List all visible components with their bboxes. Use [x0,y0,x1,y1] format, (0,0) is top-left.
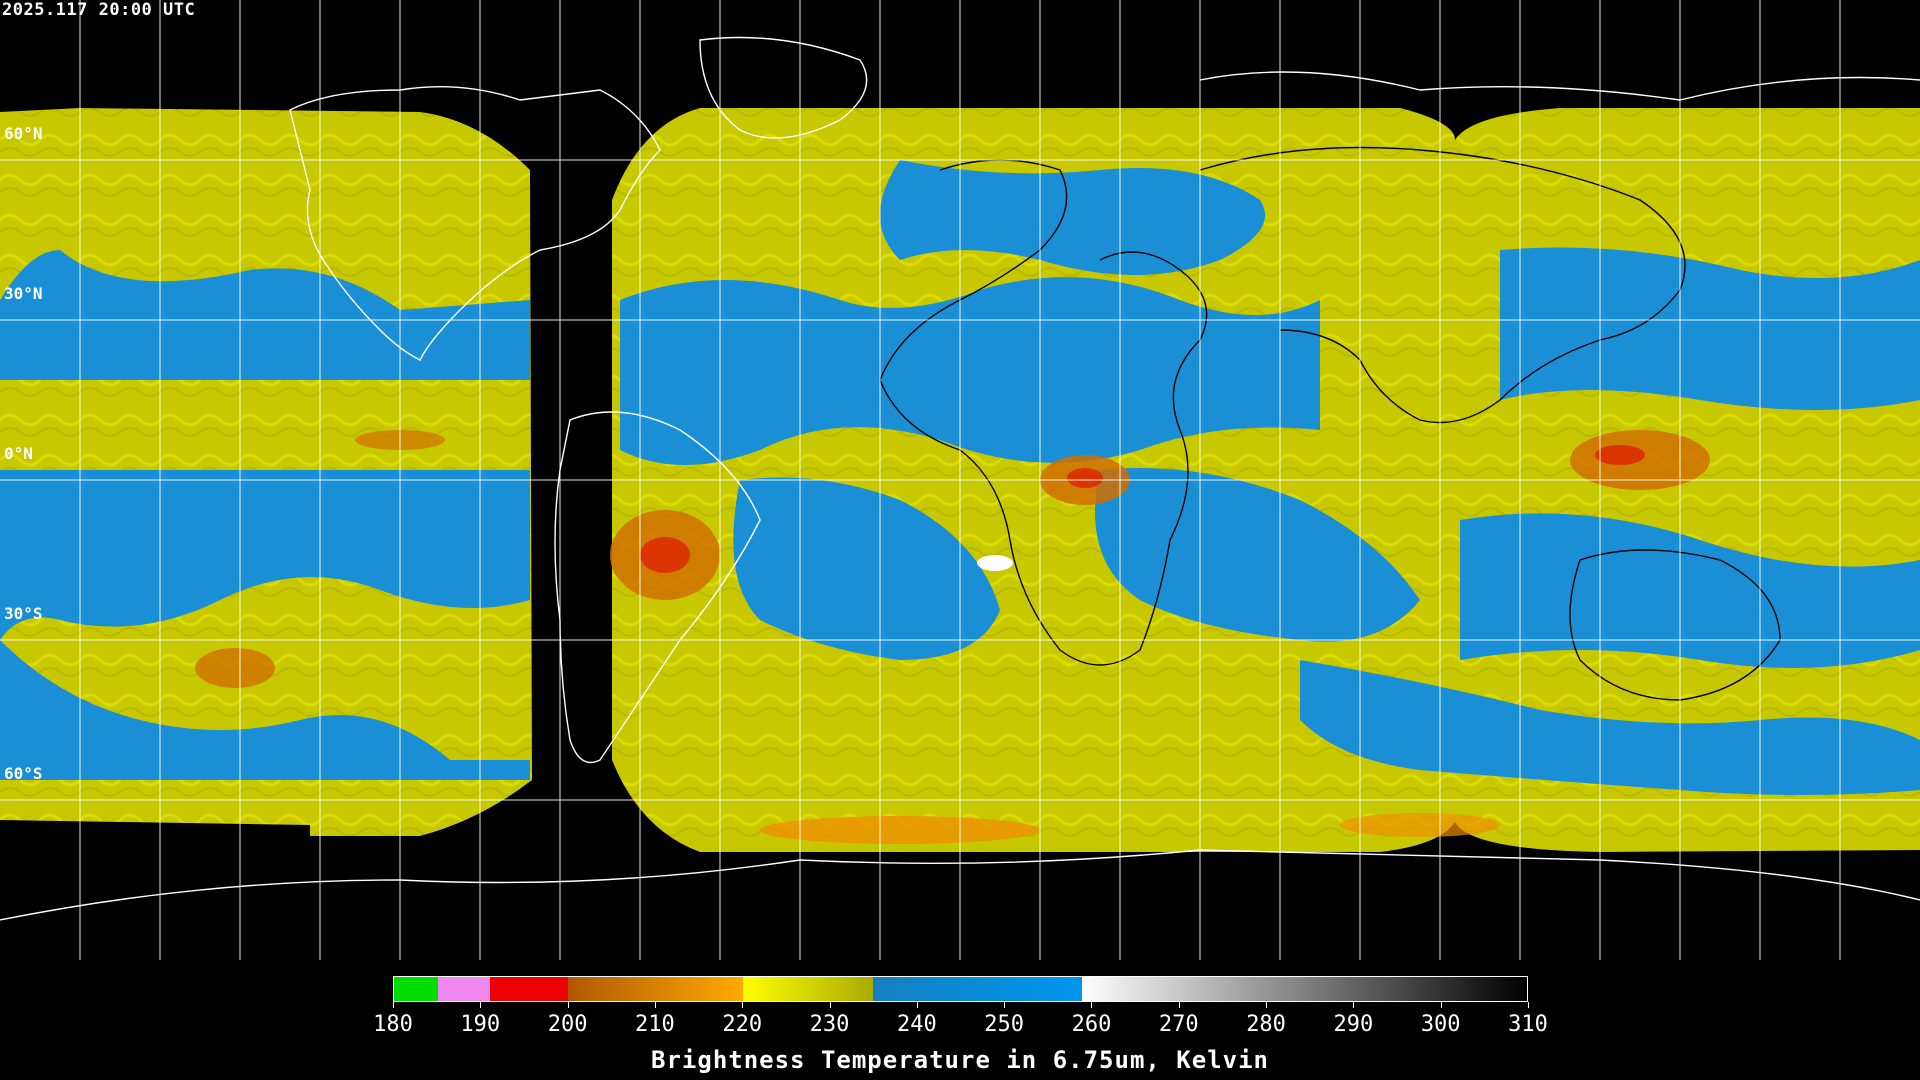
colorbar-segment-blue [873,977,1083,1001]
colorbar-tick-label: 240 [896,1012,937,1037]
dry-band-pacific-east [1500,247,1920,410]
map-canvas [0,0,1920,960]
latitude-label: 60°S [4,764,43,783]
colorbar-tick [393,1002,394,1008]
latitude-label: 0°N [4,444,33,463]
colorbar-tick-label: 250 [984,1012,1025,1037]
colorbar-segment-red [489,977,569,1001]
colorbar-tick-label: 190 [460,1012,501,1037]
colorbar-tick [1353,1002,1355,1008]
dry-band-west-north [0,250,530,380]
convection-antarctic-edge-2 [1340,813,1500,837]
coast-asia [1199,146,1686,424]
dry-band-west-tropics [0,470,530,640]
colorbar-tick [567,1002,569,1008]
colorbar-tick-label: 230 [809,1012,850,1037]
latitude-label: 30°N [4,284,43,303]
colorbar-tick-label: 270 [1158,1012,1199,1037]
colorbar-tick [916,1002,918,1008]
colorbar-segment-gray [1082,977,1527,1001]
colorbar-tick-label: 280 [1246,1012,1286,1037]
coast-europe-africa [879,159,1208,666]
dry-band-indian [1095,468,1420,642]
convection-africa-core [1067,468,1103,488]
colorbar-tick-label: 220 [722,1012,763,1037]
white-anomaly [977,555,1013,571]
colorbar-segment-yellow [742,977,874,1001]
colorbar-tick [1440,1002,1442,1008]
colorbar-tick-label: 290 [1333,1012,1374,1037]
dry-band-north-central [880,160,1265,275]
dry-band-east-south [1300,660,1920,795]
timestamp-title: 2025.117 20:00 UTC [2,0,196,20]
colorbar-tick [1528,1002,1529,1008]
colorbar-segment-green [394,977,438,1001]
coast-australia [1569,549,1781,701]
colorbar-tick [742,1002,744,1008]
dry-band-pacific-south [1460,513,1920,668]
graticule [0,0,1920,960]
colorbar-tick [654,1002,656,1008]
coast-antarctica [0,849,1920,921]
dry-band-west-south [0,640,530,780]
colorbar-tick-label: 200 [547,1012,588,1037]
colorbar-title: Brightness Temperature in 6.75um, Kelvin [651,1046,1269,1074]
convection-maritime-core [1595,445,1645,465]
colorbar-segment-orange [568,977,743,1001]
latitude-label: 60°N [4,124,43,143]
colorbar-tick [1004,1002,1006,1008]
colorbar [393,976,1528,1002]
convection-antarctic-edge [760,816,1040,844]
colorbar-tick-label: 210 [635,1012,675,1037]
colorbar-tick-label: 260 [1071,1012,1112,1037]
coast-arctic-east [1199,71,1920,101]
convection-amazon-core [640,537,690,573]
colorbar-tick [1178,1002,1180,1008]
colorbar-tick [829,1002,831,1008]
colorbar-segment-magenta [437,977,490,1001]
color-legend: 180 190 200 210 220 230 240 250 260 270 280 290 300 3… [0,960,1920,1080]
colorbar-tick [480,1002,482,1008]
colorbar-tick-label: 180 [373,1012,413,1037]
colorbar-tick [1266,1002,1268,1008]
colorbar-tick-label: 310 [1508,1012,1548,1037]
coastlines [0,36,1920,921]
convective-cells [195,430,1710,844]
colorbar-tick [1091,1002,1093,1008]
latitude-label: 30°S [4,604,43,623]
water-vapor-map: 2025.117 20:00 UTC 60°N 30°N 0°N 30°S 60°S [0,0,1920,960]
colorbar-tick-label: 300 [1420,1012,1461,1037]
dry-band-atlantic [620,277,1320,465]
colorbar-ticks [393,1002,1529,1012]
convection-south-pacific [195,648,275,688]
